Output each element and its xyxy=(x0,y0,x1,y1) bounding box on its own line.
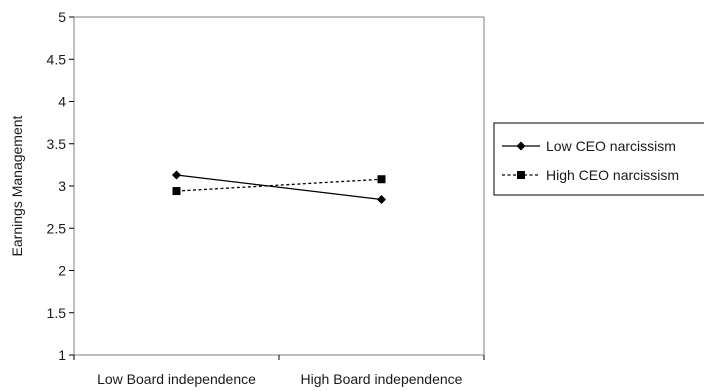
data-point xyxy=(172,187,181,196)
series-line xyxy=(176,178,382,192)
plot-area xyxy=(73,16,485,356)
legend-marker xyxy=(517,171,525,179)
legend-entry: High CEO narcissism xyxy=(502,167,679,183)
legend-label: Low CEO narcissism xyxy=(546,138,676,154)
y-tick-label: 5 xyxy=(58,9,66,25)
y-tick-label: 3 xyxy=(58,178,66,194)
series-line xyxy=(176,174,382,201)
legend-entry: Low CEO narcissism xyxy=(502,138,676,154)
y-tick-label: 4 xyxy=(58,94,66,110)
legend-marker xyxy=(516,141,526,151)
series-1 xyxy=(172,175,386,196)
y-tick-label: 1 xyxy=(58,347,66,363)
data-point xyxy=(377,175,386,184)
x-tick-label: High Board independence xyxy=(301,371,463,387)
x-axis: Low Board independence High Board indepen… xyxy=(73,355,485,387)
y-tick-label: 2.5 xyxy=(47,220,67,236)
data-point xyxy=(172,170,181,180)
y-tick-label: 4.5 xyxy=(47,51,67,67)
y-tick-label: 2 xyxy=(58,263,66,279)
legend-box xyxy=(493,122,704,196)
plot-frame xyxy=(73,16,485,356)
y-tick-label: 3.5 xyxy=(47,136,67,152)
y-tick-label: 1.5 xyxy=(47,305,67,321)
y-axis: 1 1.5 2 2.5 3 3.5 4 4.5 5 xyxy=(47,9,74,363)
legend-label: High CEO narcissism xyxy=(546,167,679,183)
series-0 xyxy=(172,170,386,205)
data-point xyxy=(377,195,386,205)
legend: Low CEO narcissism High CEO narcissism xyxy=(493,122,704,196)
series-layer xyxy=(172,170,386,205)
x-tick-label: Low Board independence xyxy=(97,371,256,387)
y-axis-title: Earnings Management xyxy=(9,115,25,256)
